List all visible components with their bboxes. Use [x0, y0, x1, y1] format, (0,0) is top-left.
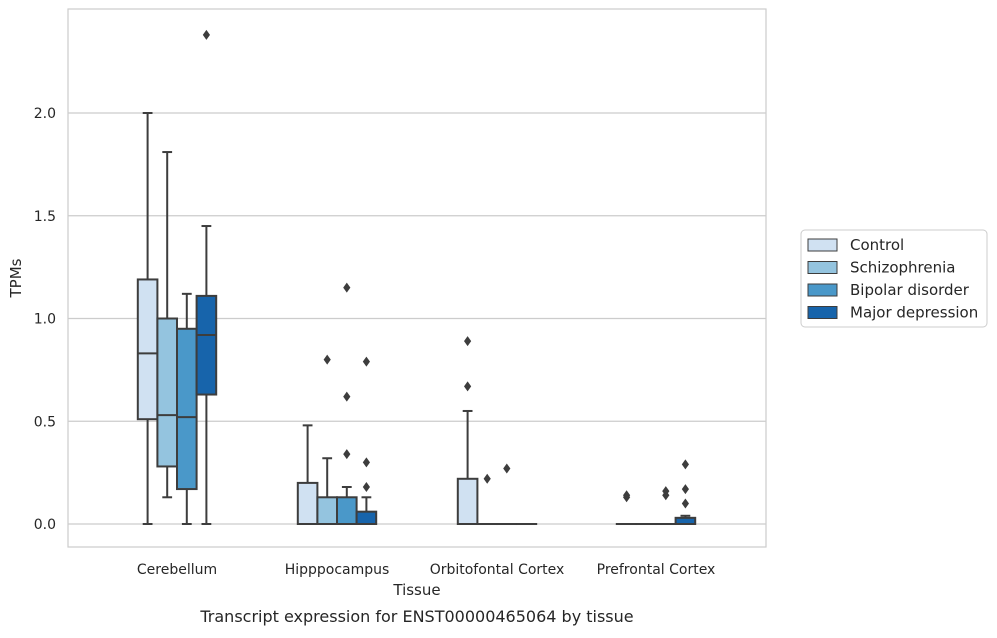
legend-swatch	[808, 284, 837, 296]
box-body	[337, 497, 357, 524]
x-axis-label: Tissue	[392, 581, 440, 599]
legend-label: Major depression	[850, 304, 978, 322]
legend-swatch	[808, 307, 837, 319]
legend-swatch	[808, 239, 837, 251]
box-body	[197, 296, 217, 395]
box-body	[458, 479, 478, 524]
box-body	[157, 319, 177, 467]
box-body	[298, 483, 318, 524]
x-tick-label: Cerebellum	[137, 562, 217, 578]
chart-caption: Transcript expression for ENST0000046506…	[199, 607, 633, 626]
x-tick-labels: Cerebellum Hipppocampus Orbitofontal Corte…	[137, 562, 715, 578]
box-group	[177, 294, 197, 524]
x-tick-label: Hipppocampus	[285, 562, 390, 578]
y-tick-label: 0.5	[34, 414, 56, 430]
y-tick-labels: 0.0 0.5 1.0 1.5 2.0	[34, 106, 56, 533]
box-body	[177, 329, 197, 489]
y-tick-label: 0.0	[34, 517, 56, 533]
legend-label: Bipolar disorder	[850, 281, 970, 299]
y-axis-label: TPMs	[7, 258, 25, 298]
box-body	[357, 512, 377, 524]
y-tick-label: 1.5	[34, 209, 56, 225]
y-tick-label: 2.0	[34, 106, 56, 122]
y-tick-label: 1.0	[34, 312, 56, 328]
box-body	[317, 497, 337, 524]
legend-label: Schizophrenia	[850, 259, 955, 277]
legend: Control Schizophrenia Bipolar disorder Majo…	[801, 230, 987, 327]
x-tick-label: Orbitofontal Cortex	[430, 562, 565, 578]
legend-swatch	[808, 262, 837, 274]
x-tick-label: Prefrontal Cortex	[597, 562, 716, 578]
legend-label: Control	[850, 236, 904, 254]
box-body	[138, 279, 158, 419]
